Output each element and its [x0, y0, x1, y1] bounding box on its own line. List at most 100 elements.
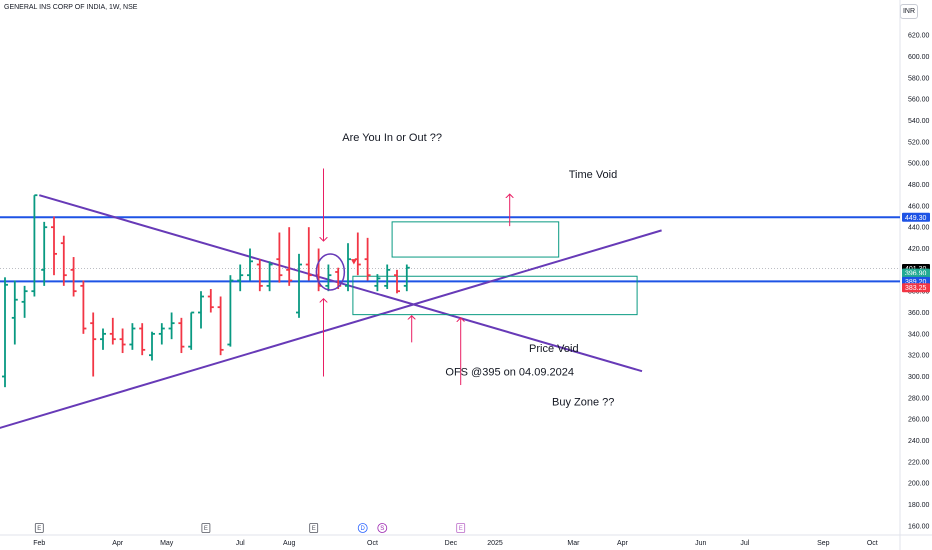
- ohlc-bar: [217, 296, 224, 356]
- event-marker-shape: [357, 523, 368, 533]
- ohlc-bar: [247, 248, 253, 281]
- x-tick-label: Feb: [33, 540, 45, 547]
- ohlc-bar: [149, 331, 155, 361]
- ohlc-bar: [90, 312, 97, 377]
- y-tick-label: 600.00: [908, 54, 930, 61]
- ohlc-bar: [2, 277, 8, 388]
- highlight-circle: [315, 253, 346, 291]
- y-tick-label: 200.00: [908, 481, 930, 488]
- price-tag: 383.25: [902, 283, 930, 293]
- y-tick-label: 180.00: [908, 502, 930, 509]
- chart-title: GENERAL INS CORP OF INDIA, 1W, NSE: [4, 4, 138, 11]
- ohlc-bar: [403, 264, 410, 292]
- event-marker: E: [34, 523, 44, 533]
- event-marker-label: E: [312, 526, 316, 532]
- ohlc-bar: [51, 216, 57, 276]
- event-marker-shape: [201, 523, 211, 533]
- ohlc-bar: [129, 323, 136, 350]
- ohlc-bar: [237, 264, 244, 292]
- x-tick-label: May: [160, 540, 174, 547]
- y-tick-label: 320.00: [908, 353, 930, 360]
- ohlc-bar: [41, 221, 48, 286]
- ohlc-bar: [11, 280, 18, 345]
- ohlc-bar: [198, 291, 204, 329]
- y-tick-label: 500.00: [908, 161, 930, 168]
- ohlc-bar: [305, 227, 312, 281]
- x-tick-label: Jul: [236, 540, 245, 547]
- ohlc-bar: [227, 275, 234, 347]
- trendline: [0, 229, 662, 429]
- price-tag-bg: [902, 283, 930, 293]
- y-tick-label: 300.00: [908, 374, 930, 381]
- ohlc-bar: [21, 285, 28, 318]
- ohlc-bar: [286, 227, 293, 286]
- chart-annotation: Price Void: [529, 343, 579, 355]
- x-tick-label: Sep: [817, 540, 830, 547]
- ohlc-bar: [325, 264, 332, 292]
- x-tick-label: Oct: [367, 540, 378, 547]
- ohlc-bar: [100, 328, 106, 350]
- ohlc-bar: [364, 237, 371, 281]
- ohlc-bar: [374, 274, 381, 292]
- zone-box: [391, 221, 560, 258]
- y-tick-label: 580.00: [908, 75, 930, 82]
- event-marker-label: E: [37, 526, 41, 532]
- event-marker: S: [377, 523, 388, 533]
- ohlc-bar: [178, 317, 185, 354]
- signal-marker: [350, 259, 357, 265]
- zone-box: [352, 275, 638, 316]
- level-tag-bg: [902, 212, 930, 222]
- y-tick-label: 280.00: [908, 395, 930, 402]
- ohlc-bar: [354, 232, 361, 276]
- ohlc-bar: [266, 261, 273, 292]
- y-tick-label: 420.00: [908, 246, 930, 253]
- y-tick-label: 360.00: [908, 310, 930, 317]
- y-tick-label: 560.00: [908, 97, 930, 104]
- ohlc-bar: [345, 243, 351, 292]
- event-marker-shape: [377, 523, 388, 533]
- ohlc-bar: [139, 323, 146, 356]
- y-tick-label: 260.00: [908, 417, 930, 424]
- y-tick-label: 160.00: [908, 523, 930, 530]
- ohlc-bar: [394, 269, 400, 294]
- event-marker: D: [357, 523, 368, 533]
- event-marker: E: [201, 523, 211, 533]
- x-tick-label: 2025: [487, 540, 503, 547]
- chart-annotation: Buy Zone ??: [552, 396, 614, 408]
- x-tick-label: Apr: [112, 540, 124, 547]
- event-marker-shape: [309, 523, 319, 533]
- price-tag-label: 389.20: [905, 279, 927, 286]
- event-marker: E: [456, 523, 466, 533]
- y-tick-label: 620.00: [908, 33, 930, 40]
- ohlc-bar: [158, 323, 165, 345]
- chart-annotation: Are You In or Out ??: [342, 132, 442, 144]
- price-tag-label: 396.90: [905, 271, 927, 278]
- ohlc-bar: [70, 257, 77, 297]
- ohlc-bar: [188, 311, 195, 350]
- price-tag-label: 383.25: [905, 285, 927, 292]
- ohlc-bar: [109, 317, 116, 345]
- ohlc-bar: [296, 253, 302, 318]
- x-tick-label: Dec: [445, 540, 458, 547]
- level-tag-label: 449.30: [905, 215, 927, 222]
- ohlc-bar: [31, 194, 38, 297]
- event-marker-label: E: [459, 526, 463, 532]
- y-tick-label: 240.00: [908, 438, 930, 445]
- x-tick-label: Jun: [695, 540, 706, 547]
- ohlc-bar: [60, 235, 67, 286]
- level-tag: 449.30: [902, 212, 930, 222]
- x-tick-label: Mar: [567, 540, 580, 547]
- ohlc-bar: [207, 289, 214, 313]
- ohlc-bar: [256, 259, 263, 292]
- x-tick-label: Apr: [617, 540, 629, 547]
- y-tick-label: 520.00: [908, 139, 930, 146]
- y-tick-label: 540.00: [908, 118, 930, 125]
- y-tick-label: 340.00: [908, 331, 930, 338]
- ohlc-bar: [384, 264, 391, 290]
- event-marker-label: S: [380, 526, 384, 532]
- event-marker-shape: [456, 523, 466, 533]
- y-tick-label: 460.00: [908, 203, 930, 210]
- event-marker-shape: [34, 523, 44, 533]
- event-marker-label: D: [361, 526, 366, 532]
